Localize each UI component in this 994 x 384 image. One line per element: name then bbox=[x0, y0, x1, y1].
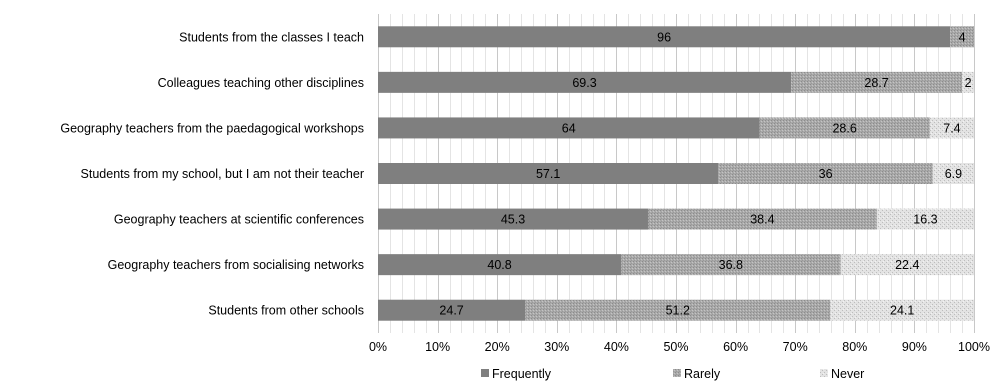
data-label-never: 16.3 bbox=[913, 213, 937, 227]
data-label-rarely: 38.4 bbox=[750, 213, 774, 227]
data-label-frequently: 64 bbox=[562, 121, 576, 135]
bar-frequently-students-from-the-classes-i-teach bbox=[378, 26, 951, 48]
bar-never-geography-teachers-from-socialising-networks bbox=[840, 254, 974, 276]
bar-frequently-geography-teachers-from-the-paedagogical-workshops bbox=[378, 117, 760, 139]
legend-swatch-rarely bbox=[673, 369, 681, 377]
x-tick-label: 40% bbox=[604, 340, 629, 354]
category-label-geography-teachers-at-scientific-conferences: Geography teachers at scientific confere… bbox=[114, 213, 364, 227]
data-label-rarely: 36.8 bbox=[719, 258, 743, 272]
legend-label-frequently: Frequently bbox=[492, 367, 552, 381]
bar-frequently-geography-teachers-at-scientific-conferences bbox=[378, 208, 648, 230]
legend-swatch-frequently bbox=[481, 369, 489, 377]
x-tick-label: 20% bbox=[485, 340, 510, 354]
bar-rarely-colleagues-teaching-other-disciplines bbox=[791, 71, 963, 93]
bar-frequently-students-from-other-schools bbox=[378, 299, 526, 321]
x-tick-label: 90% bbox=[902, 340, 927, 354]
x-tick-label: 80% bbox=[842, 340, 867, 354]
bar-never-geography-teachers-from-the-paedagogical-workshops bbox=[929, 117, 974, 139]
bar-frequently-geography-teachers-from-socialising-networks bbox=[378, 254, 622, 276]
x-tick-label: 30% bbox=[544, 340, 569, 354]
bar-never-colleagues-teaching-other-disciplines bbox=[962, 71, 974, 93]
category-label-geography-teachers-from-socialising-networks: Geography teachers from socialising netw… bbox=[108, 258, 364, 272]
bar-rarely-geography-teachers-from-socialising-networks bbox=[621, 254, 841, 276]
x-tick-label: 100% bbox=[958, 340, 990, 354]
bar-never-students-from-other-schools bbox=[830, 299, 974, 321]
bar-never-geography-teachers-at-scientific-conferences bbox=[876, 208, 974, 230]
x-tick-label: 10% bbox=[425, 340, 450, 354]
category-label-geography-teachers-from-the-paedagogical-workshops: Geography teachers from the paedagogical… bbox=[60, 121, 364, 135]
legend-label-never: Never bbox=[831, 367, 864, 381]
bar-never-students-from-my-school-but-i-am-not-their-teacher bbox=[932, 163, 974, 184]
data-label-rarely: 4 bbox=[959, 30, 966, 44]
data-label-rarely: 28.6 bbox=[832, 121, 856, 135]
bar-frequently-students-from-my-school-but-i-am-not-their-teacher bbox=[378, 163, 719, 184]
x-tick-label: 50% bbox=[663, 340, 688, 354]
category-label-students-from-the-classes-i-teach: Students from the classes I teach bbox=[179, 30, 364, 44]
x-tick-label: 0% bbox=[369, 340, 387, 354]
category-label-colleagues-teaching-other-disciplines: Colleagues teaching other disciplines bbox=[158, 76, 364, 90]
legend-label-rarely: Rarely bbox=[684, 367, 721, 381]
bar-frequently-colleagues-teaching-other-disciplines bbox=[378, 71, 792, 93]
data-label-frequently: 57.1 bbox=[536, 167, 560, 181]
labels: 0% 10% 20% 30% 40% 50% 60% 70% 80% 90% 100% Student… bbox=[60, 30, 990, 354]
category-label-students-from-other-schools: Students from other schools bbox=[208, 304, 364, 318]
data-label-never: 7.4 bbox=[943, 121, 960, 135]
legend: Frequently Rarely Never bbox=[481, 367, 864, 381]
x-tick-label: 70% bbox=[783, 340, 808, 354]
bar-rarely-students-from-my-school-but-i-am-not-their-teacher bbox=[718, 163, 933, 184]
data-label-never: 22.4 bbox=[895, 258, 919, 272]
data-label-rarely: 28.7 bbox=[864, 76, 888, 90]
x-tick-label: 60% bbox=[723, 340, 748, 354]
data-label-frequently: 45.3 bbox=[501, 213, 525, 227]
bars bbox=[378, 26, 974, 321]
category-label-students-from-my-school-but-i-am-not-their-teacher: Students from my school, but I am not th… bbox=[81, 167, 364, 181]
data-label-frequently: 40.8 bbox=[487, 258, 511, 272]
data-label-rarely: 51.2 bbox=[666, 304, 690, 318]
bar-rarely-students-from-the-classes-i-teach bbox=[950, 26, 974, 48]
bar-rarely-geography-teachers-at-scientific-conferences bbox=[647, 208, 877, 230]
data-label-never: 2 bbox=[965, 76, 972, 90]
bar-rarely-students-from-other-schools bbox=[525, 299, 831, 321]
data-label-frequently: 96 bbox=[657, 30, 671, 44]
bar-rarely-geography-teachers-from-the-paedagogical-workshops bbox=[759, 117, 930, 139]
data-label-never: 24.1 bbox=[890, 304, 914, 318]
data-label-frequently: 24.7 bbox=[439, 304, 463, 318]
legend-swatch-never bbox=[820, 369, 828, 377]
data-label-rarely: 36 bbox=[819, 167, 833, 181]
data-label-never: 6.9 bbox=[945, 167, 962, 181]
data-label-frequently: 69.3 bbox=[572, 76, 596, 90]
